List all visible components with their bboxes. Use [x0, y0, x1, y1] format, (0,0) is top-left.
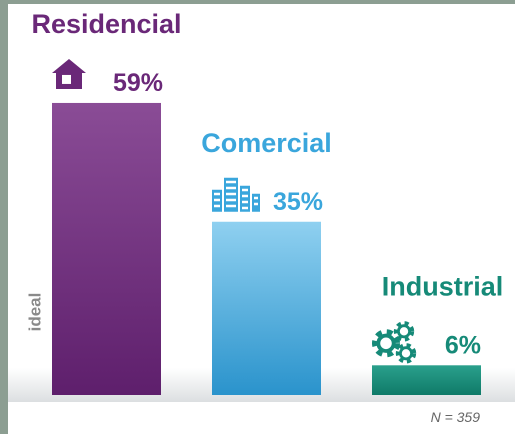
icon-window: [226, 198, 236, 202]
icon-window: [242, 206, 248, 210]
bar: [372, 365, 481, 395]
icon-window: [242, 200, 248, 204]
icon: [371, 321, 417, 364]
icon-gear: [393, 321, 415, 342]
icon-window: [226, 180, 236, 184]
icon-window: [254, 196, 258, 200]
category-label: Industrial: [382, 271, 504, 301]
icon-window: [242, 194, 248, 198]
bar: [52, 102, 161, 395]
logo: ideal: [25, 293, 44, 332]
icon-gear-body: [376, 333, 396, 353]
note: N = 359: [431, 409, 481, 425]
icon-building: [240, 185, 250, 212]
icon-window: [214, 198, 220, 202]
icon-gear-body: [396, 324, 411, 339]
icon-window: [242, 188, 248, 192]
icon-gear: [395, 343, 417, 364]
icon-gear: [371, 329, 401, 358]
value-label: 35%: [273, 188, 323, 216]
icon: [52, 58, 86, 89]
category-label: Residencial: [31, 9, 181, 39]
icon-window: [254, 202, 258, 206]
icon-gear-body: [398, 346, 413, 361]
icon-house-door: [62, 74, 71, 84]
icon-window: [214, 204, 220, 208]
value-label: 59%: [113, 69, 163, 97]
icon-window: [226, 186, 236, 190]
icon-window: [226, 204, 236, 208]
value-label: 6%: [445, 331, 481, 359]
bar: [212, 221, 321, 395]
icon-window: [226, 192, 236, 196]
icon: [212, 177, 260, 212]
icon-window: [214, 192, 220, 196]
category-label: Comercial: [201, 128, 332, 158]
icon-house: [52, 58, 86, 89]
